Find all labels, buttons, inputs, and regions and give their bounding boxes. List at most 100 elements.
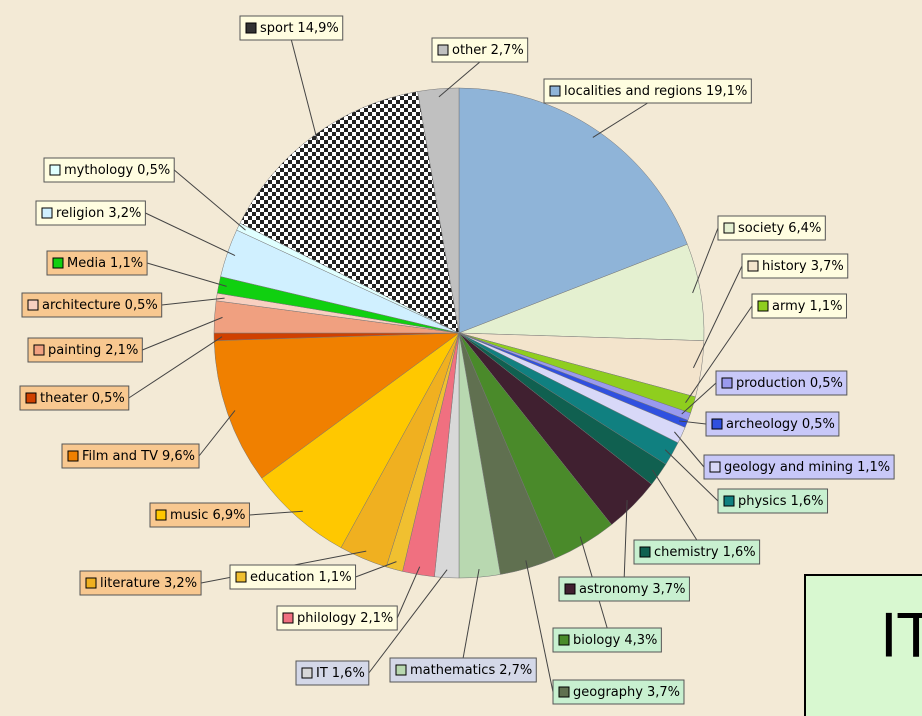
category-label: army bbox=[772, 299, 806, 314]
leader-line bbox=[368, 569, 448, 674]
value-label: 19,1% bbox=[706, 84, 747, 99]
value-label: 0,5% bbox=[137, 163, 170, 178]
value-label: 3,7% bbox=[811, 259, 844, 274]
category-label: geology and mining bbox=[724, 460, 853, 475]
value-label: 0,5% bbox=[802, 417, 835, 432]
label-swatch bbox=[41, 207, 53, 219]
category-label: mythology bbox=[64, 163, 133, 178]
label-text: mythology 0,5% bbox=[64, 163, 170, 178]
value-label: 0,5% bbox=[810, 376, 843, 391]
leader-line bbox=[396, 566, 421, 619]
category-label: music bbox=[170, 508, 208, 523]
leader-line bbox=[681, 382, 717, 415]
category-label: theater bbox=[40, 391, 88, 406]
value-label: 14,9% bbox=[297, 21, 338, 36]
value-label: 1,1% bbox=[319, 570, 352, 585]
value-label: 2,1% bbox=[105, 343, 138, 358]
label-box bbox=[43, 157, 175, 183]
category-label: archeology bbox=[726, 417, 798, 432]
value-label: 2,1% bbox=[360, 611, 393, 626]
leader-line bbox=[462, 569, 480, 659]
label-box bbox=[558, 576, 690, 602]
label-box bbox=[741, 253, 849, 279]
leader-line bbox=[664, 449, 719, 502]
label-swatch bbox=[709, 461, 721, 473]
label-swatch bbox=[27, 299, 39, 311]
label-text: sport 14,9% bbox=[260, 21, 339, 36]
label-text: geography 3,7% bbox=[573, 685, 680, 700]
leader-line bbox=[679, 420, 707, 425]
pie-slice bbox=[239, 91, 460, 334]
slide-text: IT bbox=[880, 602, 922, 672]
label-text: other 2,7% bbox=[452, 43, 524, 58]
value-label: 3,7% bbox=[652, 582, 685, 597]
category-label: biology bbox=[573, 633, 621, 648]
leader-line bbox=[128, 336, 223, 399]
value-label: 6,4% bbox=[788, 221, 821, 236]
category-label: Media bbox=[67, 256, 106, 271]
label-text: geology and mining 1,1% bbox=[724, 460, 890, 475]
label-box bbox=[705, 411, 840, 437]
labels: localities and regions 19,1% society 6,4% hi… bbox=[19, 15, 895, 705]
value-label: 0,5% bbox=[125, 298, 158, 313]
label-swatch bbox=[85, 577, 97, 589]
leader-line bbox=[692, 265, 743, 369]
label-swatch bbox=[49, 164, 61, 176]
label-swatch bbox=[639, 546, 651, 558]
category-label: physics bbox=[738, 494, 787, 509]
label-text: philology 2,1% bbox=[297, 611, 393, 626]
category-label: production bbox=[736, 376, 806, 391]
category-label: sport bbox=[260, 21, 293, 36]
label-box bbox=[715, 370, 848, 396]
category-label: other bbox=[452, 43, 487, 58]
label-swatch bbox=[558, 686, 570, 698]
value-label: 1,6% bbox=[332, 666, 365, 681]
category-label: astronomy bbox=[579, 582, 649, 597]
label-box bbox=[633, 539, 761, 565]
label-text: Film and TV 9,6% bbox=[82, 449, 195, 464]
label-swatch bbox=[282, 612, 294, 624]
label-swatch bbox=[33, 344, 45, 356]
label-text: history 3,7% bbox=[762, 259, 844, 274]
label-box bbox=[27, 337, 143, 363]
leader-line bbox=[592, 102, 648, 138]
label-text: society 6,4% bbox=[738, 221, 821, 236]
label-swatch bbox=[564, 583, 576, 595]
label-box bbox=[717, 215, 826, 241]
category-label: IT bbox=[316, 666, 328, 681]
leader-line bbox=[161, 297, 225, 306]
label-box bbox=[35, 200, 146, 226]
pie-slice bbox=[261, 332, 460, 549]
value-label: 2,7% bbox=[491, 43, 524, 58]
category-label: chemistry bbox=[654, 545, 719, 560]
leader-line bbox=[173, 169, 246, 231]
category-label: painting bbox=[48, 343, 101, 358]
leader-line bbox=[674, 431, 705, 468]
leader-line bbox=[623, 500, 628, 578]
category-label: education bbox=[250, 570, 315, 585]
category-label: religion bbox=[56, 206, 104, 221]
value-label: 1,6% bbox=[723, 545, 756, 560]
leader-line bbox=[355, 561, 397, 578]
label-swatch bbox=[67, 450, 79, 462]
label-box bbox=[717, 488, 829, 514]
value-label: 0,5% bbox=[92, 391, 125, 406]
category-label: geography bbox=[573, 685, 643, 700]
label-text: education 1,1% bbox=[250, 570, 352, 585]
label-swatch bbox=[235, 571, 247, 583]
label-box bbox=[19, 385, 130, 411]
category-label: Film and TV bbox=[82, 449, 158, 464]
label-swatch bbox=[721, 377, 733, 389]
label-swatch bbox=[747, 260, 759, 272]
label-text: mathematics 2,7% bbox=[410, 663, 532, 678]
label-text: localities and regions 19,1% bbox=[564, 84, 747, 99]
label-text: literature 3,2% bbox=[100, 576, 197, 591]
label-swatch bbox=[25, 392, 37, 404]
label-box bbox=[79, 570, 202, 596]
label-text: astronomy 3,7% bbox=[579, 582, 685, 597]
value-label: 1,1% bbox=[809, 299, 842, 314]
value-label: 3,7% bbox=[647, 685, 680, 700]
label-swatch bbox=[437, 44, 449, 56]
value-label: 1,1% bbox=[110, 256, 143, 271]
category-label: history bbox=[762, 259, 807, 274]
